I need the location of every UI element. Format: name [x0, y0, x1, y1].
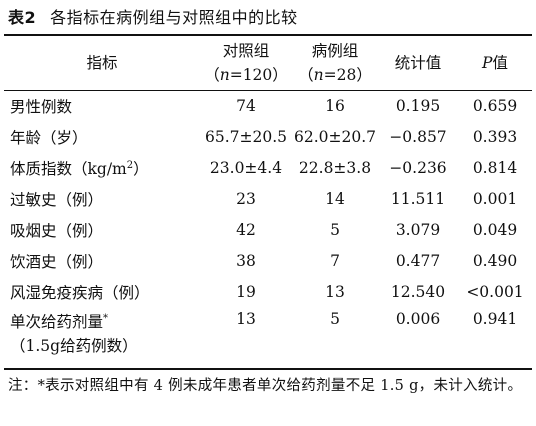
row-indicator: 男性例数	[10, 97, 73, 116]
table-bottom-rule	[4, 368, 532, 370]
header-p-value: P值	[482, 54, 508, 72]
row-indicator: 饮酒史（例）	[10, 252, 104, 271]
row-control-value: 38	[236, 251, 256, 270]
comparison-table: 指标 对照组 （n=120） 病例组 （n=28） 统计值 P值 男性例数 74…	[4, 36, 532, 368]
row-statistic: 0.477	[395, 251, 441, 270]
row-case-value: 14	[325, 189, 345, 208]
row-p-value: <0.001	[466, 282, 524, 301]
row-p-value: 0.490	[472, 251, 518, 270]
row-case-value: 5	[330, 310, 340, 328]
row-p-value: 0.659	[472, 96, 518, 115]
row-statistic: 3.079	[395, 220, 441, 239]
row-indicator: 风湿免疫疾病（例）	[10, 283, 150, 302]
table-header-row: 指标 对照组 （n=120） 病例组 （n=28） 统计值 P值	[4, 36, 532, 90]
table-header-rule	[4, 90, 532, 91]
row-case-value: 13	[325, 282, 345, 301]
header-control-group: 对照组 （n=120）	[200, 36, 292, 90]
table-row: 单次给药剂量* （1.5g给药例数） 13 5 0.006 0.941	[4, 307, 532, 368]
row-statistic: 0.195	[395, 96, 441, 115]
table-top-rule	[4, 34, 532, 36]
row-case-value: 62.0±20.7	[293, 127, 376, 146]
table-caption: 表2 各指标在病例组与对照组中的比较	[8, 4, 298, 28]
row-indicator: 过敏史（例）	[10, 190, 104, 209]
row-control-value: 42	[236, 220, 256, 239]
row-case-value: 22.8±3.8	[298, 158, 372, 177]
row-control-value: 74	[236, 96, 256, 115]
row-control-value: 19	[236, 282, 256, 301]
row-control-value: 23.0±4.4	[209, 158, 283, 177]
row-case-value: 5	[330, 220, 340, 239]
table-footnote: 注：*表示对照组中有 4 例未成年患者单次给药剂量不足 1.5 g，未计入统计。	[8, 378, 523, 394]
row-p-value: 0.001	[472, 189, 518, 208]
row-p-value: 0.049	[472, 220, 518, 239]
row-control-value: 23	[236, 189, 256, 208]
row-control-value: 65.7±20.5	[204, 127, 287, 146]
row-statistic: 0.006	[395, 310, 441, 328]
header-indicator: 指标	[86, 54, 118, 72]
row-control-value: 13	[236, 310, 256, 328]
row-p-value: 0.393	[472, 127, 518, 146]
table-row: 年龄（岁） 65.7±20.5 62.0±20.7 −0.857 0.393	[4, 121, 532, 152]
row-statistic: −0.236	[389, 158, 447, 177]
row-statistic: 12.540	[390, 282, 446, 301]
row-p-value: 0.941	[472, 310, 518, 328]
table-row: 吸烟史（例） 42 5 3.079 0.049	[4, 214, 532, 245]
row-case-value: 16	[325, 96, 345, 115]
header-control-name: 对照组	[222, 42, 270, 60]
row-indicator: 单次给药剂量* （1.5g给药例数）	[10, 312, 138, 355]
table-row: 体质指数（kg/m2） 23.0±4.4 22.8±3.8 −0.236 0.8…	[4, 152, 532, 183]
table-row: 饮酒史（例） 38 7 0.477 0.490	[4, 245, 532, 276]
header-control-n: （n=120）	[204, 66, 288, 84]
table-number: 表2	[8, 8, 37, 27]
header-case-name: 病例组	[311, 42, 359, 60]
table-row: 男性例数 74 16 0.195 0.659	[4, 90, 532, 121]
row-indicator: 吸烟史（例）	[10, 221, 104, 240]
row-p-value: 0.814	[472, 158, 518, 177]
header-case-group: 病例组 （n=28）	[292, 36, 378, 90]
row-indicator: 年龄（岁）	[10, 128, 88, 147]
table-title: 各指标在病例组与对照组中的比较	[50, 8, 298, 27]
row-statistic: 11.511	[390, 189, 446, 208]
table-row: 过敏史（例） 23 14 11.511 0.001	[4, 183, 532, 214]
table-row: 风湿免疫疾病（例） 19 13 12.540 <0.001	[4, 276, 532, 307]
row-case-value: 7	[330, 251, 340, 270]
row-indicator: 体质指数（kg/m2）	[10, 159, 149, 178]
header-statistic: 统计值	[394, 54, 442, 72]
header-case-n: （n=28）	[298, 66, 372, 84]
row-statistic: −0.857	[389, 127, 447, 146]
